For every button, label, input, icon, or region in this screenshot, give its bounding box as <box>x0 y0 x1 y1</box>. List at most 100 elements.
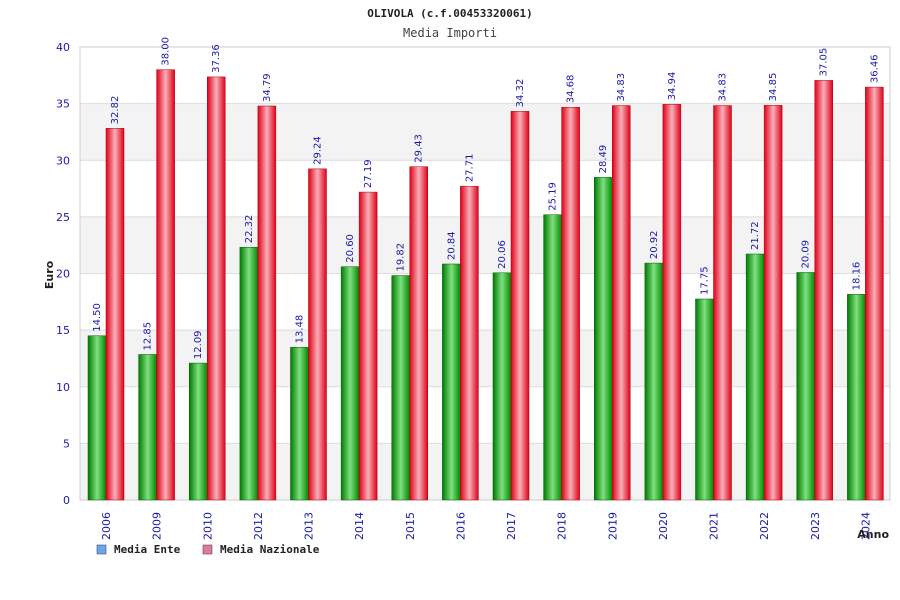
bar-media-ente <box>543 214 562 501</box>
data-label-media-ente: 18.16 <box>851 262 862 291</box>
bar-media-ente <box>391 275 410 501</box>
data-label-media-ente: 13.48 <box>295 315 306 344</box>
data-label-media-nazionale: 38.00 <box>161 37 172 66</box>
data-label-media-ente: 20.60 <box>345 234 356 263</box>
data-label-media-ente: 19.82 <box>396 243 407 272</box>
y-tick-label: 35 <box>56 98 70 111</box>
data-label-media-nazionale: 29.24 <box>313 136 324 165</box>
x-tick-label: 2016 <box>454 512 467 540</box>
x-axis-label: Anno <box>857 528 889 541</box>
bar-media-nazionale <box>257 105 277 501</box>
x-tick-label: 2015 <box>404 512 417 540</box>
legend-swatch-media-ente <box>96 544 107 555</box>
bar-media-nazionale <box>409 166 428 501</box>
data-label-media-ente: 22.32 <box>244 215 255 244</box>
x-tick-label: 2020 <box>657 512 670 540</box>
bar-media-ente <box>695 298 714 501</box>
bar-media-ente <box>847 294 866 501</box>
bar-media-nazionale <box>460 185 479 501</box>
bar-media-nazionale <box>865 86 884 501</box>
chart-title: OLIVOLA (c.f.00453320061) <box>367 7 533 20</box>
y-tick-label: 5 <box>63 437 70 450</box>
data-label-media-ente: 25.19 <box>548 182 559 211</box>
x-tick-label: 2006 <box>100 512 113 540</box>
legend-swatch-media-nazionale <box>202 544 213 555</box>
bar-media-ente <box>340 266 360 501</box>
data-label-media-ente: 20.06 <box>497 240 508 269</box>
x-tick-label: 2017 <box>505 512 518 540</box>
y-tick-label: 25 <box>56 211 70 224</box>
bar-media-ente <box>189 362 208 501</box>
data-label-media-nazionale: 34.32 <box>515 79 526 108</box>
data-label-media-nazionale: 36.46 <box>869 54 880 83</box>
data-label-media-nazionale: 37.36 <box>211 44 222 73</box>
data-label-media-ente: 20.84 <box>446 231 457 260</box>
data-label-media-nazionale: 34.79 <box>262 73 273 102</box>
data-label-media-nazionale: 34.94 <box>667 72 678 101</box>
x-tick-label: 2009 <box>151 512 164 540</box>
bar-media-nazionale <box>308 168 327 501</box>
x-tick-label: 2019 <box>606 512 619 540</box>
bar-media-nazionale <box>561 106 580 501</box>
bar-media-ente <box>138 354 157 501</box>
bar-media-nazionale <box>358 191 378 501</box>
legend-label-media-nazionale: Media Nazionale <box>220 543 320 556</box>
data-label-media-ente: 17.75 <box>700 266 711 295</box>
y-tick-label: 0 <box>63 494 70 507</box>
bar-media-ente <box>87 335 107 501</box>
data-label-media-nazionale: 29.43 <box>414 134 425 163</box>
y-tick-label: 10 <box>56 381 70 394</box>
data-label-media-ente: 21.72 <box>750 221 761 250</box>
data-label-media-nazionale: 34.83 <box>616 73 627 102</box>
data-label-media-nazionale: 27.19 <box>363 159 374 188</box>
data-label-media-nazionale: 34.85 <box>768 73 779 102</box>
bar-media-nazionale <box>612 105 631 501</box>
bar-media-nazionale <box>207 76 226 501</box>
plot-border <box>79 46 891 501</box>
data-label-media-ente: 12.09 <box>193 330 204 359</box>
y-axis-label: Euro <box>43 260 56 289</box>
data-label-media-nazionale: 37.05 <box>819 48 830 77</box>
bar-media-ente <box>594 177 613 501</box>
data-label-media-ente: 12.85 <box>143 322 154 351</box>
bar-media-ente <box>644 262 664 501</box>
chart-subtitle: Media Importi <box>403 26 497 40</box>
data-label-media-ente: 20.92 <box>649 230 660 259</box>
bar-media-nazionale <box>105 128 125 501</box>
bar-media-ente <box>796 272 815 501</box>
x-tick-label: 2023 <box>809 512 822 540</box>
data-label-media-ente: 20.09 <box>801 240 812 269</box>
bar-media-ente <box>239 246 259 501</box>
data-label-media-ente: 28.49 <box>598 145 609 174</box>
bar-media-ente <box>492 272 512 501</box>
bar-media-ente <box>442 263 461 501</box>
bar-media-nazionale <box>814 80 833 501</box>
data-label-media-ente: 14.50 <box>92 303 103 332</box>
y-tick-label: 40 <box>56 41 70 54</box>
y-tick-label: 30 <box>56 154 70 167</box>
data-label-media-nazionale: 34.68 <box>566 75 577 104</box>
x-tick-label: 2022 <box>758 512 771 540</box>
bar-media-ente <box>745 253 765 501</box>
bar-media-nazionale <box>763 105 783 501</box>
y-tick-label: 20 <box>56 268 70 281</box>
x-tick-label: 2018 <box>556 512 569 540</box>
x-tick-label: 2014 <box>353 512 366 540</box>
bar-media-nazionale <box>510 111 530 501</box>
bar-media-nazionale <box>713 105 732 501</box>
bar-media-nazionale <box>156 69 175 501</box>
bar-media-nazionale <box>662 104 682 501</box>
x-tick-label: 2010 <box>201 512 214 540</box>
legend: Media Ente Media Nazionale <box>96 543 320 556</box>
legend-label-media-ente: Media Ente <box>114 543 181 556</box>
bar-media-ente <box>290 347 309 501</box>
x-tick-label: 2012 <box>252 512 265 540</box>
x-tick-label: 2024 <box>859 512 872 540</box>
data-label-media-nazionale: 34.83 <box>718 73 729 102</box>
data-label-media-nazionale: 27.71 <box>464 154 475 183</box>
plot-area: 0 5 10 15 20 25 30 35 40 14.50 32.82 2006 12.85 38.00… <box>56 37 891 540</box>
y-tick-label: 15 <box>56 324 70 337</box>
x-tick-label: 2013 <box>303 512 316 540</box>
x-tick-label: 2021 <box>708 512 721 540</box>
